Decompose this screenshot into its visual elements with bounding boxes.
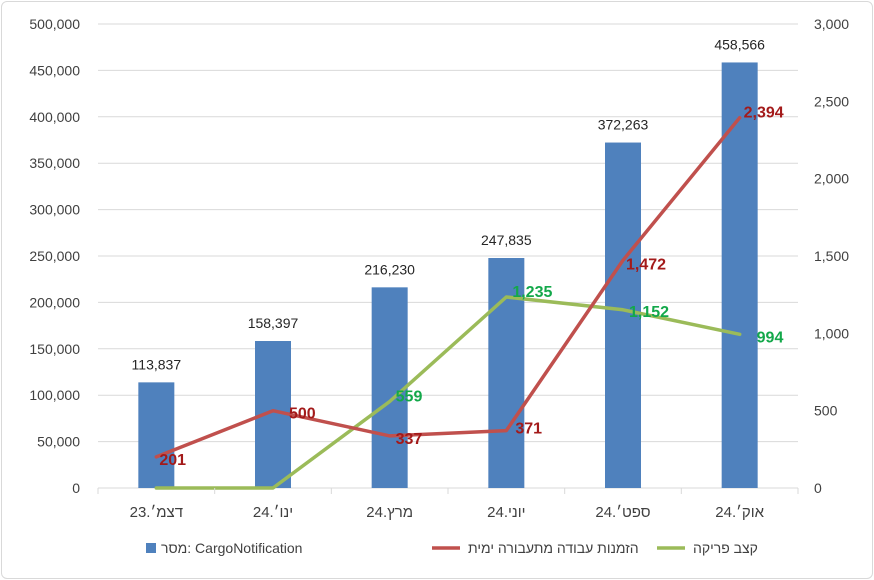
left-tick-label: 300,000 [29,202,80,218]
category-axis: דצמ׳.23 ינו׳.24 מרץ.24 יוני.24 ספט׳.24 אוק׳.2… [97,488,799,521]
legend-label-bar: מסר: CargoNotification [161,540,302,556]
right-tick-label: 500 [814,403,838,419]
left-axis-ticks: 0 50,000 100,000 150,000 200,000 250,000 300,0… [29,16,80,496]
right-tick-label: 1,000 [814,325,849,341]
legend: מסר: CargoNotification הזמנות עבודה מתעבו… [146,540,758,556]
bar-series [138,62,758,489]
left-tick-label: 500,000 [29,16,80,32]
legend-label-red: הזמנות עבודה מתעבורה ימית [468,540,639,556]
category-label: ספט׳.24 [595,504,650,521]
category-label: אוק׳.24 [715,504,764,521]
legend-swatch-bar [146,543,156,553]
bar-value-label: 372,263 [598,117,649,133]
green-line-label: 1,152 [629,304,669,321]
bar-value-label: 247,835 [481,232,532,248]
legend-label-green: קצב פריקה [693,540,758,556]
left-tick-label: 150,000 [29,341,80,357]
bar [605,142,641,489]
category-label: דצמ׳.23 [130,504,183,521]
left-tick-label: 100,000 [29,387,80,403]
red-line-label: 337 [396,431,423,448]
left-tick-label: 50,000 [37,434,80,450]
red-line-label: 1,472 [626,256,666,273]
red-line-label: 371 [515,421,542,438]
right-tick-label: 2,000 [814,171,849,187]
right-axis-ticks: 0 500 1,000 1,500 2,000 2,500 3,000 [814,16,849,496]
bar-value-label: 158,397 [248,315,299,331]
green-line-label: 559 [396,389,423,406]
right-tick-label: 1,500 [814,248,849,264]
left-tick-label: 400,000 [29,109,80,125]
bar-value-label: 113,837 [132,356,182,372]
category-label: מרץ.24 [366,504,413,521]
green-line-label: 1,235 [512,284,552,301]
red-line-label: 2,394 [744,105,784,122]
red-line-label: 201 [159,452,186,469]
green-line-label: 994 [757,329,784,346]
bar-value-label: 458,566 [714,36,765,52]
category-label: יוני.24 [487,504,525,521]
left-tick-label: 350,000 [29,155,80,171]
left-tick-label: 450,000 [29,62,80,78]
right-tick-label: 2,500 [814,93,849,109]
bar-value-label: 216,230 [364,261,415,277]
category-label: ינו׳.24 [253,504,293,521]
bar [138,382,175,488]
left-tick-label: 250,000 [29,248,80,264]
left-tick-label: 200,000 [29,294,80,310]
red-line-series [154,115,742,459]
bar [371,287,408,488]
bar-data-labels: 113,837 158,397 216,230 247,835 372,263 458,5… [132,36,766,372]
line-series [154,115,742,490]
right-tick-label: 0 [814,480,822,496]
right-tick-label: 3,000 [814,16,849,32]
green-line-series [154,295,742,490]
red-line-label: 500 [289,406,316,423]
bar [721,62,758,489]
gridlines [98,23,798,489]
left-tick-label: 0 [72,480,80,496]
line-data-labels: 201 500 337 371 1,472 2,394 559 1,235 1,152 994 [159,105,783,469]
